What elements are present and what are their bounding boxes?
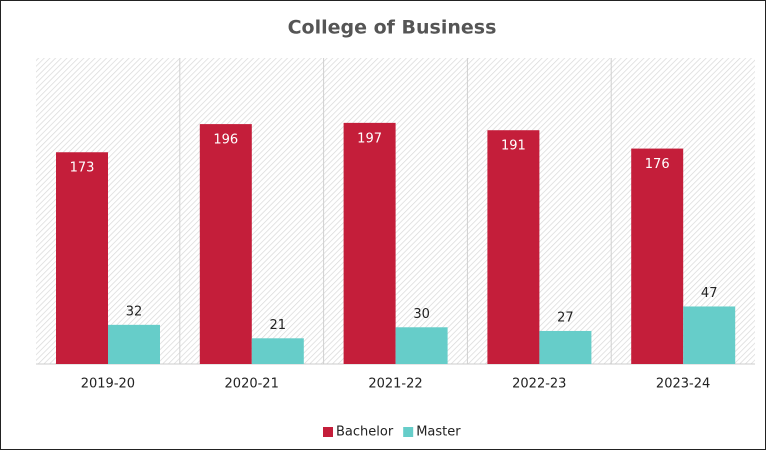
legend-label: Master <box>416 425 461 440</box>
bar <box>395 327 448 364</box>
value-label: 173 <box>70 161 95 176</box>
bar <box>683 306 736 364</box>
x-tick-label: 2023-24 <box>656 377 710 392</box>
bar <box>487 130 540 364</box>
value-label: 32 <box>126 304 143 319</box>
bar <box>56 152 108 364</box>
value-label: 47 <box>701 286 718 301</box>
value-label: 197 <box>357 131 382 146</box>
x-tick-label: 2020-21 <box>225 377 279 392</box>
legend-label: Bachelor <box>336 425 394 440</box>
value-label: 191 <box>501 139 526 154</box>
legend-swatch <box>323 427 333 437</box>
bar <box>108 324 160 364</box>
x-tick-label: 2022-23 <box>512 377 566 392</box>
chart-title: College of Business <box>288 17 497 39</box>
bar <box>631 148 684 364</box>
x-tick-label: 2021-22 <box>368 377 422 392</box>
legend-swatch <box>403 427 414 437</box>
bar <box>199 124 252 364</box>
bar <box>343 122 396 364</box>
bar <box>539 330 592 364</box>
bar <box>251 338 304 364</box>
value-label: 196 <box>213 133 238 148</box>
value-label: 27 <box>557 310 574 325</box>
value-label: 21 <box>270 318 287 333</box>
value-label: 30 <box>413 307 430 322</box>
value-label: 176 <box>645 157 670 172</box>
x-tick-label: 2019-20 <box>81 377 135 392</box>
